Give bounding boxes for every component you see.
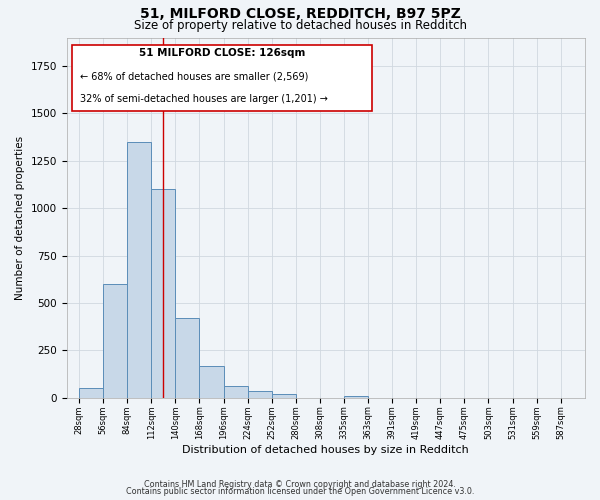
Bar: [199, 366, 224, 398]
Bar: [248, 391, 272, 398]
Text: Size of property relative to detached houses in Redditch: Size of property relative to detached ho…: [133, 19, 467, 32]
Bar: [175, 318, 199, 398]
Bar: [103, 284, 127, 398]
Bar: [344, 396, 368, 398]
FancyBboxPatch shape: [72, 44, 373, 112]
Text: Contains public sector information licensed under the Open Government Licence v3: Contains public sector information licen…: [126, 488, 474, 496]
Text: Contains HM Land Registry data © Crown copyright and database right 2024.: Contains HM Land Registry data © Crown c…: [144, 480, 456, 489]
Bar: [151, 189, 175, 398]
Bar: [127, 142, 151, 398]
Text: ← 68% of detached houses are smaller (2,569): ← 68% of detached houses are smaller (2,…: [80, 71, 308, 81]
Bar: [272, 394, 296, 398]
Text: 51, MILFORD CLOSE, REDDITCH, B97 5PZ: 51, MILFORD CLOSE, REDDITCH, B97 5PZ: [140, 8, 460, 22]
Y-axis label: Number of detached properties: Number of detached properties: [15, 136, 25, 300]
Bar: [79, 388, 103, 398]
X-axis label: Distribution of detached houses by size in Redditch: Distribution of detached houses by size …: [182, 445, 469, 455]
Bar: [224, 386, 248, 398]
Text: 51 MILFORD CLOSE: 126sqm: 51 MILFORD CLOSE: 126sqm: [139, 48, 305, 58]
Text: 32% of semi-detached houses are larger (1,201) →: 32% of semi-detached houses are larger (…: [80, 94, 328, 104]
